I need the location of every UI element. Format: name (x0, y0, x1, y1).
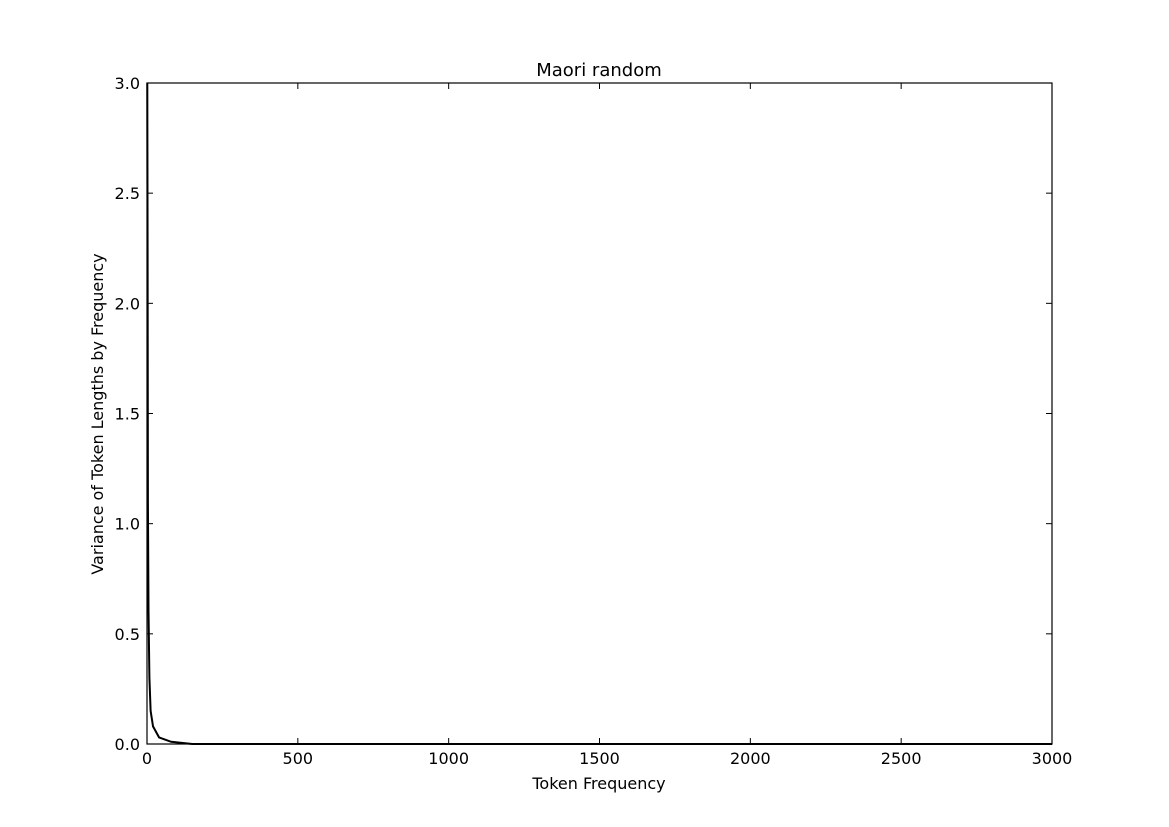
chart-title: Maori random (536, 60, 662, 81)
y-tick-label: 1.0 (115, 515, 140, 534)
x-tick-label: 2000 (730, 749, 771, 768)
x-tick-label: 2500 (881, 749, 922, 768)
x-axis-label: Token Frequency (531, 774, 665, 793)
series-line (146, 82, 1052, 745)
x-tick-label: 500 (283, 749, 314, 768)
x-tick-label: 0 (142, 749, 152, 768)
series-layer (146, 82, 1052, 745)
y-tick-label: 1.5 (115, 405, 140, 424)
y-tick-label: 3.0 (115, 74, 140, 93)
y-tick-label: 2.5 (115, 184, 140, 203)
y-tick-label: 2.0 (115, 294, 140, 313)
ticks-layer: 0 500 1000 1500 2000 2500 3000 0.0 0.5 1.0 1.5 2.0 2… (115, 74, 1073, 768)
x-tick-label: 1500 (579, 749, 620, 768)
y-axis-label: Variance of Token Lengths by Frequency (88, 253, 107, 574)
plot-frame (146, 82, 1053, 745)
y-tick-label: 0.5 (115, 625, 140, 644)
x-tick-label: 1000 (428, 749, 469, 768)
x-tick-label: 3000 (1032, 749, 1073, 768)
y-tick-label: 0.0 (115, 735, 140, 754)
